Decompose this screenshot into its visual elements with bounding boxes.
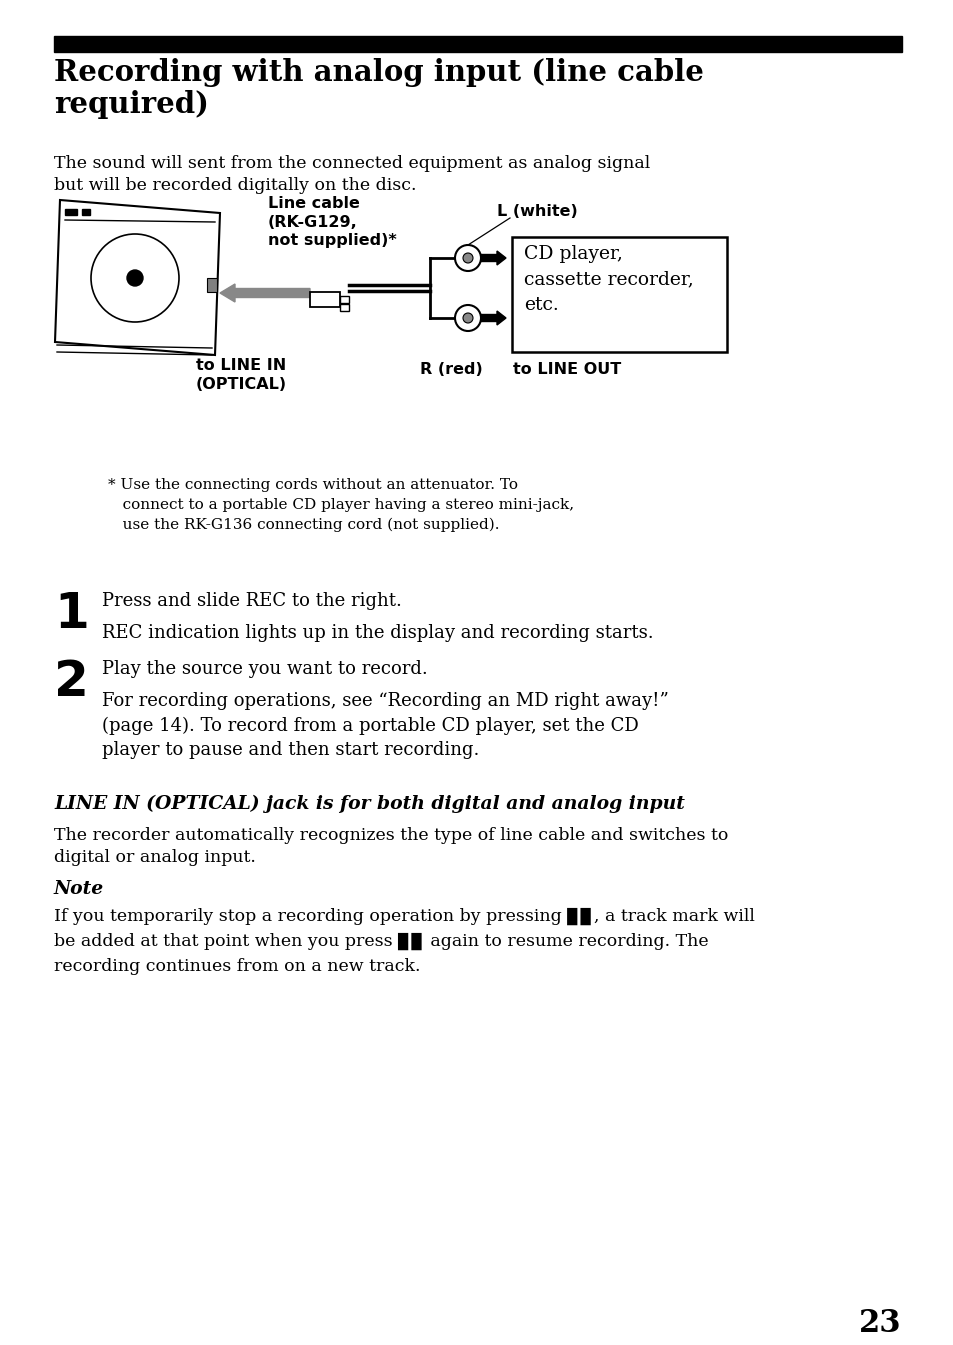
Circle shape (455, 305, 480, 331)
Text: Recording with analog input (line cable
required): Recording with analog input (line cable … (54, 58, 703, 120)
Text: recording continues from on a new track.: recording continues from on a new track. (54, 958, 420, 975)
Text: be added at that point when you press ▊▊ again to resume recording. The: be added at that point when you press ▊▊… (54, 933, 708, 951)
Circle shape (455, 245, 480, 270)
FancyArrow shape (480, 311, 505, 325)
Bar (54, 36, 901, 52)
Bar (339, 304, 349, 311)
Text: 1: 1 (54, 590, 89, 638)
Bar (207, 278, 216, 292)
Bar (339, 296, 349, 303)
FancyArrow shape (480, 252, 505, 265)
Text: 23: 23 (858, 1307, 901, 1340)
Text: L (white): L (white) (497, 204, 578, 219)
Bar (512, 237, 726, 352)
Circle shape (462, 313, 473, 323)
Bar (65, 208, 77, 215)
Bar (310, 292, 339, 307)
Text: to LINE IN
(OPTICAL): to LINE IN (OPTICAL) (195, 358, 287, 391)
Text: Note: Note (54, 880, 104, 898)
Text: The sound will sent from the connected equipment as analog signal
but will be re: The sound will sent from the connected e… (54, 155, 650, 194)
Polygon shape (55, 200, 220, 355)
Text: connect to a portable CD player having a stereo mini-jack,: connect to a portable CD player having a… (108, 498, 574, 512)
Text: CD player,
cassette recorder,
etc.: CD player, cassette recorder, etc. (523, 245, 693, 315)
Circle shape (127, 270, 143, 286)
Circle shape (462, 253, 473, 264)
Text: Press and slide REC to the right.: Press and slide REC to the right. (102, 592, 401, 611)
Text: 2: 2 (54, 658, 89, 706)
Text: The recorder automatically recognizes the type of line cable and switches to
dig: The recorder automatically recognizes th… (54, 827, 727, 866)
Text: LINE IN (OPTICAL) jack is for both digital and analog input: LINE IN (OPTICAL) jack is for both digit… (54, 795, 684, 814)
Text: to LINE OUT: to LINE OUT (513, 362, 620, 377)
FancyArrow shape (220, 284, 310, 303)
Text: use the RK-G136 connecting cord (not supplied).: use the RK-G136 connecting cord (not sup… (108, 518, 499, 533)
Bar (82, 208, 90, 215)
Text: * Use the connecting cords without an attenuator. To: * Use the connecting cords without an at… (108, 477, 517, 492)
Text: If you temporarily stop a recording operation by pressing ▊▊, a track mark will: If you temporarily stop a recording oper… (54, 908, 754, 925)
Text: Play the source you want to record.: Play the source you want to record. (102, 660, 427, 678)
Text: REC indication lights up in the display and recording starts.: REC indication lights up in the display … (102, 624, 653, 642)
Text: R (red): R (red) (419, 362, 482, 377)
Text: For recording operations, see “Recording an MD right away!”
(page 14). To record: For recording operations, see “Recording… (102, 691, 668, 759)
Text: Line cable
(RK-G129,
not supplied)*: Line cable (RK-G129, not supplied)* (268, 196, 396, 249)
